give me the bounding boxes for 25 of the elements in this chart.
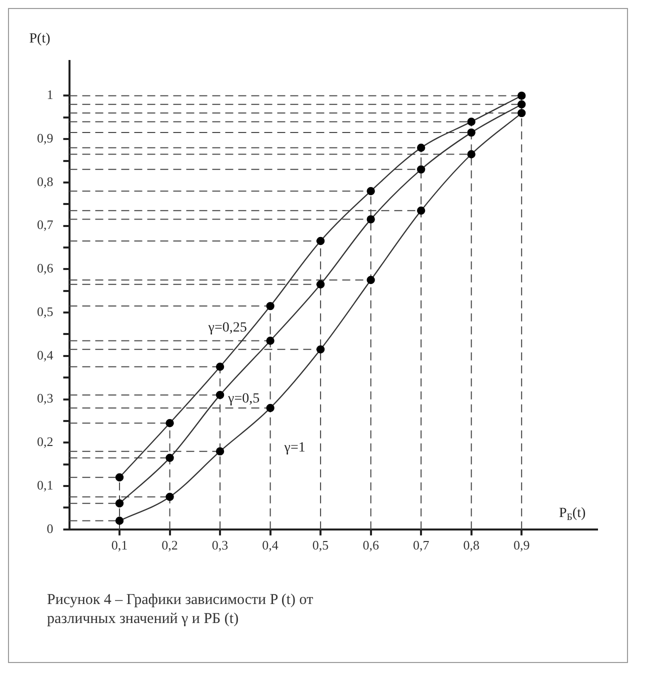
series-label: γ=0,25 [207, 320, 247, 336]
y-axis-title: P(t) [29, 32, 51, 47]
y-tick-label: 0,9 [37, 130, 54, 146]
y-tick-label: 0,7 [37, 217, 54, 232]
x-tick-label: 0,5 [312, 538, 329, 553]
y-tick-label: 0,1 [37, 477, 54, 492]
x-tick-label: 0,7 [412, 538, 430, 553]
x-tick-label: 0,8 [463, 538, 480, 553]
x-tick-label: 0,4 [262, 538, 279, 553]
y-tick-label: 1 [46, 87, 54, 102]
x-tick-label: 0,9 [513, 538, 530, 553]
series-label: γ=0,5 [227, 392, 260, 407]
y-tick-label: 0,5 [37, 304, 54, 319]
y-tick-label: 0,3 [37, 390, 54, 406]
y-tick-label: 0 [46, 520, 54, 536]
x-tick-label: 0,6 [362, 538, 380, 553]
y-tick-label: 0,8 [37, 174, 54, 189]
text: Рисунок 4 – Графики зависимости P (t) от различных значений γ и РБ (t) [47, 591, 314, 629]
y-tick-label: 0,2 [37, 434, 54, 450]
x-tick-label: 0,2 [162, 538, 178, 553]
y-tick-label: 0,4 [37, 347, 54, 362]
text: γ=1 [283, 440, 306, 456]
x-tick-label: 0,1 [111, 538, 128, 553]
x-tick-label: 0,3 [212, 538, 228, 553]
y-tick-label: 0,6 [37, 260, 54, 276]
